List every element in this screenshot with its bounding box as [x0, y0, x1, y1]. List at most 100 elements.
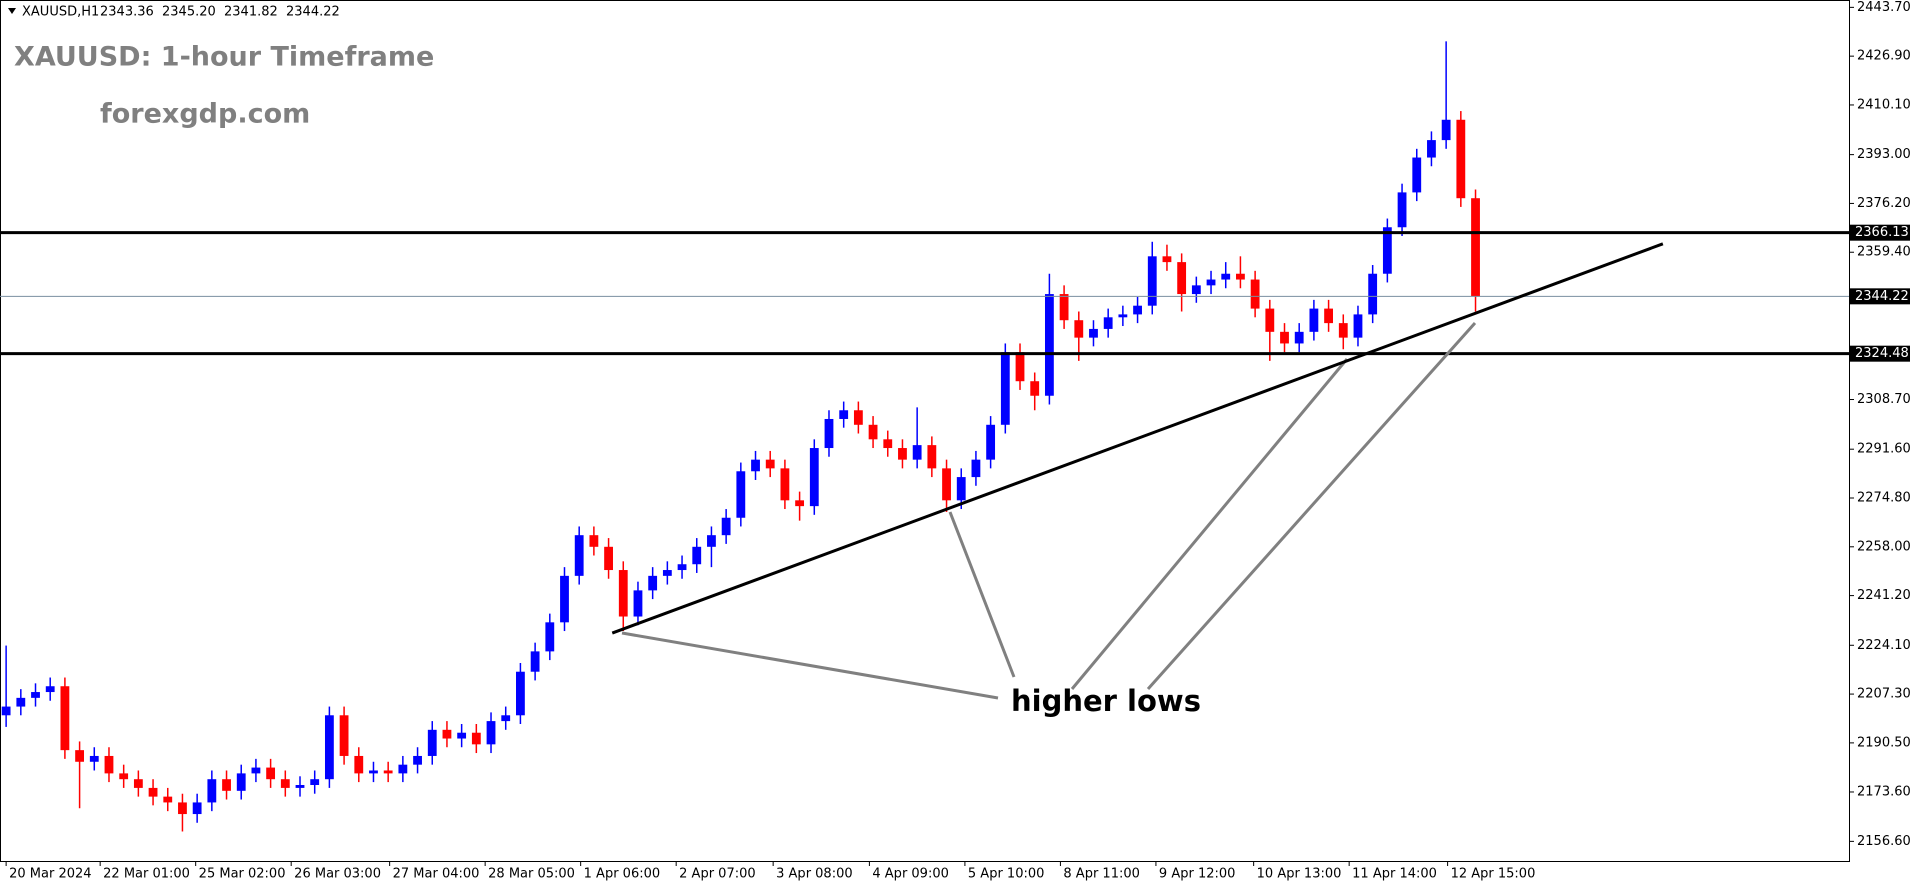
y-tick-label: 2258.00 [1857, 539, 1911, 554]
candle-body [677, 564, 687, 571]
candle-body [927, 445, 937, 469]
candle-body [839, 410, 849, 419]
x-tick-label: 3 Apr 08:00 [776, 867, 853, 882]
candle-body [457, 732, 467, 739]
candle-body [119, 773, 129, 780]
candle-body [1353, 314, 1363, 338]
chart-subtitle: forexgdp.com [100, 99, 310, 130]
candle-body [501, 715, 511, 722]
candle-body [1133, 305, 1142, 315]
y-tick-label: 2376.20 [1857, 196, 1911, 211]
arrow [1146, 322, 1477, 690]
x-tick-label: 9 Apr 12:00 [1159, 867, 1236, 882]
candle-body [853, 410, 863, 425]
candle-body [383, 770, 393, 774]
level-label-box [1850, 224, 1910, 241]
candle-body [986, 424, 996, 460]
annotation-arrows [621, 322, 1477, 700]
candle-body [1471, 198, 1480, 297]
candle-body [1221, 273, 1231, 280]
x-tick-label: 22 Mar 01:00 [103, 867, 190, 882]
candle-body [1206, 279, 1216, 286]
candle-body [971, 459, 981, 478]
candle-body [1427, 140, 1436, 158]
candle-body [1044, 294, 1054, 396]
candle-body [354, 755, 364, 774]
candle-body [339, 715, 349, 756]
candle-body [207, 779, 217, 803]
candle-body [1309, 308, 1319, 332]
candle-body [45, 686, 55, 693]
candle-body [1294, 331, 1304, 344]
ohlc-close: 2344.22 [286, 5, 340, 20]
candle-body [1059, 294, 1069, 321]
trendline [611, 242, 1664, 635]
candle-body [574, 535, 584, 576]
candle-body [1191, 285, 1201, 295]
candle-body [780, 468, 790, 501]
arrow [1070, 358, 1349, 690]
candle-body [1265, 308, 1275, 332]
ohlc-low: 2341.82 [224, 5, 278, 20]
candle-body [1000, 352, 1010, 425]
candle-body [1162, 256, 1172, 263]
y-tick-label: 2156.60 [1857, 834, 1911, 849]
candle-body [1280, 331, 1289, 344]
arrow [948, 511, 1016, 678]
candle-body [427, 729, 437, 756]
level-label: 2366.13 [1855, 225, 1909, 240]
candle-body [589, 535, 599, 547]
candle-body [1074, 320, 1084, 338]
y-tick-label: 2393.00 [1857, 147, 1911, 162]
level-label-box [1850, 288, 1910, 305]
candle-body [1397, 192, 1407, 228]
x-tick-label: 12 Apr 15:00 [1451, 867, 1536, 882]
candle-body [192, 802, 202, 815]
candle-body [662, 570, 672, 576]
candle-body [1338, 323, 1348, 338]
y-tick-label: 2426.90 [1857, 49, 1911, 64]
y-tick-label: 2173.60 [1857, 784, 1911, 799]
x-tick-label: 27 Mar 04:00 [393, 867, 480, 882]
candle-body [369, 770, 378, 774]
level-label: 2344.22 [1855, 289, 1909, 304]
x-tick-label: 4 Apr 09:00 [872, 867, 949, 882]
candle-body [16, 697, 26, 707]
candle-body [148, 787, 158, 797]
y-tick-label: 2443.70 [1857, 0, 1911, 15]
level-label-box [1850, 345, 1910, 362]
candle-body [868, 424, 878, 440]
candle-body [1030, 381, 1040, 396]
candle-body [413, 755, 422, 765]
x-tick-label: 20 Mar 2024 [9, 867, 91, 882]
x-tick-label: 10 Apr 13:00 [1257, 867, 1342, 882]
candle-body [751, 459, 760, 472]
candle-body [765, 459, 775, 469]
candle-body [736, 471, 746, 518]
x-tick-label: 2 Apr 07:00 [679, 867, 756, 882]
candle-body [266, 767, 276, 780]
y-tick-label: 2274.80 [1857, 490, 1911, 505]
candle-body [648, 575, 658, 591]
x-tick-label: 28 Mar 05:00 [488, 867, 575, 882]
x-tick-label: 5 Apr 10:00 [968, 867, 1045, 882]
candle-body [545, 622, 555, 652]
ohlc-high: 2345.20 [162, 5, 216, 20]
candle-body [560, 575, 569, 623]
level-label: 2324.48 [1855, 346, 1909, 361]
candle-body [133, 779, 143, 788]
candle-body [236, 773, 246, 791]
candle-body [1103, 317, 1113, 329]
x-tick-label: 26 Mar 03:00 [294, 867, 381, 882]
x-tick-label: 25 Mar 02:00 [199, 867, 286, 882]
candle-body [795, 500, 805, 507]
candle-body [956, 477, 966, 501]
candle-body [1236, 273, 1245, 280]
plot-frame [0, 0, 1850, 862]
candle-body [633, 590, 643, 617]
chart-title: XAUUSD: 1-hour Timeframe [14, 42, 434, 73]
ohlc-open: 2343.36 [100, 5, 154, 20]
x-tick-label: 8 Apr 11:00 [1063, 867, 1140, 882]
header-icon [8, 8, 16, 14]
